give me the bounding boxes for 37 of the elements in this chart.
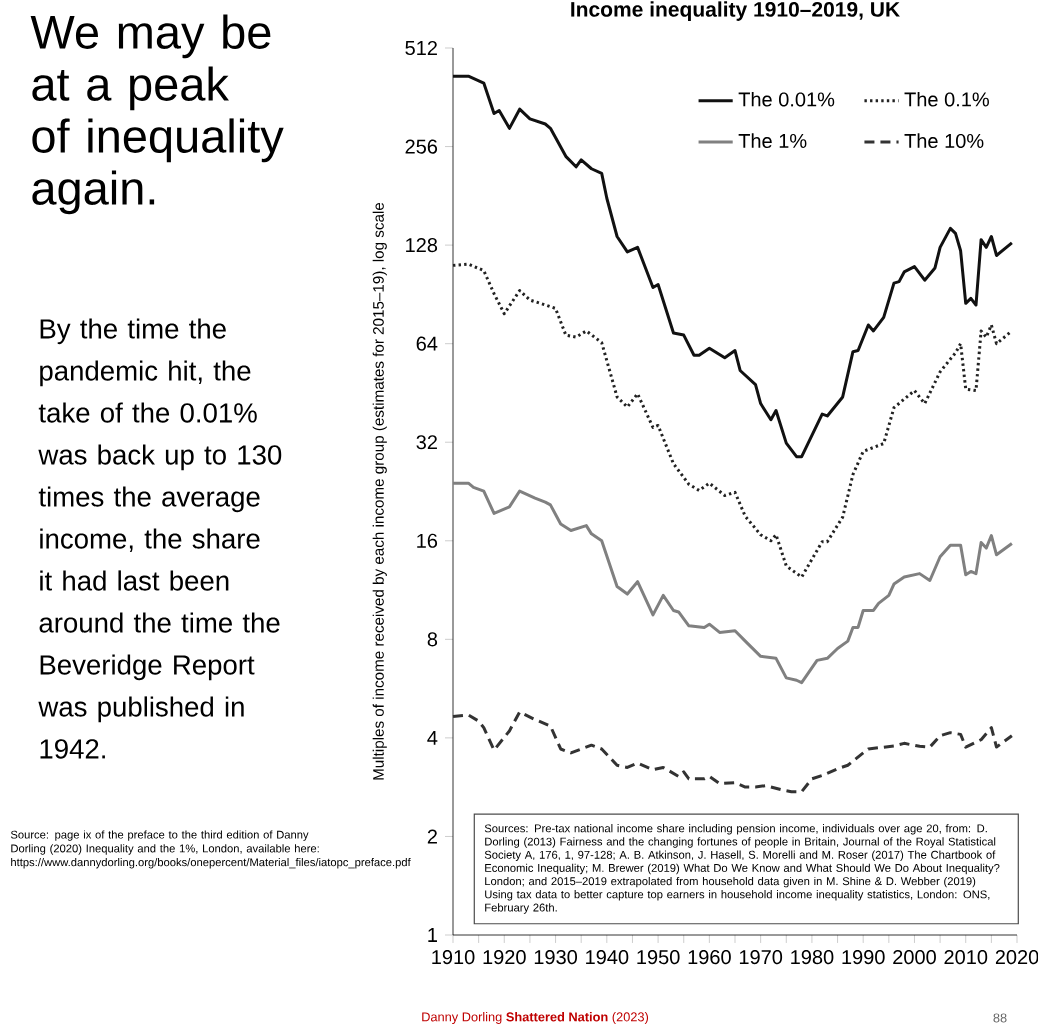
- legend-label: The 10%: [904, 133, 984, 149]
- x-tick-label: 1950: [637, 950, 680, 965]
- text: By the time the pandemic hit, the take of the 0.01% was back up to 130 times the average income, the share it had last been around the time the Beveridge Report was published in 1942.: [38, 318, 282, 759]
- x-tick-label: 1920: [483, 950, 526, 965]
- y-tick-label: 32: [416, 435, 437, 450]
- x-tick-label: 1930: [534, 950, 578, 965]
- line-series: [451, 74, 1014, 459]
- y-axis-title: Multiples of income received by each income group (estimates for 2015–19), log scale: [372, 202, 387, 780]
- y-tick-label: 64: [416, 336, 438, 351]
- x-tick-label: 1990: [842, 950, 885, 965]
- text: We may be at a peak of inequality again.: [30, 14, 284, 215]
- y-tick-label: 1: [428, 928, 437, 942]
- x-tick-label: 1910: [432, 950, 475, 965]
- line-series: [451, 710, 1014, 794]
- y-tick-label: 16: [417, 533, 438, 548]
- source-note: Source: page ix of the preface to the third edition of Danny Dorling (2020) Inequality and the 1%, London, available here: https://www.dannydorling.org/books/onepercent/Material_files/iatopc_preface.pdf: [10, 830, 411, 869]
- y-tick-label: 2: [427, 829, 437, 844]
- chart-title: Income inequality 1910–2019, UK: [571, 1, 900, 21]
- line-series: [451, 481, 1014, 685]
- legend-label: The 1%: [738, 133, 807, 149]
- x-tick-label: 1980: [791, 950, 834, 965]
- y-tick-label: 512: [405, 40, 437, 56]
- y-tick-label: 8: [427, 632, 438, 647]
- x-tick-label: 2020: [995, 950, 1038, 965]
- x-tick-label: 1960: [688, 950, 731, 965]
- y-tick-label: 128: [406, 238, 438, 253]
- legend-label: The 0.01%: [738, 91, 835, 107]
- legend-label: The 0.1%: [904, 91, 989, 107]
- annotation: Sources: Pre-tax national income share including pension income, individuals over age 20, from: D. Dorling (2013) Fairness and the changing fortunes of people in Britain, Journal of the Royal Statistical Society A, 176, 1, 97-128; A. B. Atkinson, J. Hasell, S. Morelli and M. Roser (2017) The Chartbook of Economic Inequality; M. Brewer (2019) What Do We Know and What Should We Do About Inequality? London; and 2015–2019 extrapolated from household data given in M. Shine & D. Webber (2019) Using tax data to better capture top earners in household income inequality statistics, London: ONS, February 26th.: [484, 824, 1000, 914]
- y-tick-label: 256: [405, 139, 438, 154]
- y-tick-label: 4: [427, 731, 438, 745]
- text: Danny Dorling Shattered Nation (2023): [422, 1012, 649, 1024]
- x-tick-label: 1970: [739, 950, 783, 965]
- x-tick-label: 2010: [944, 950, 988, 965]
- x-tick-label: 1940: [586, 950, 629, 965]
- text: 88: [993, 1013, 1007, 1023]
- x-tick-label: 2000: [893, 950, 936, 965]
